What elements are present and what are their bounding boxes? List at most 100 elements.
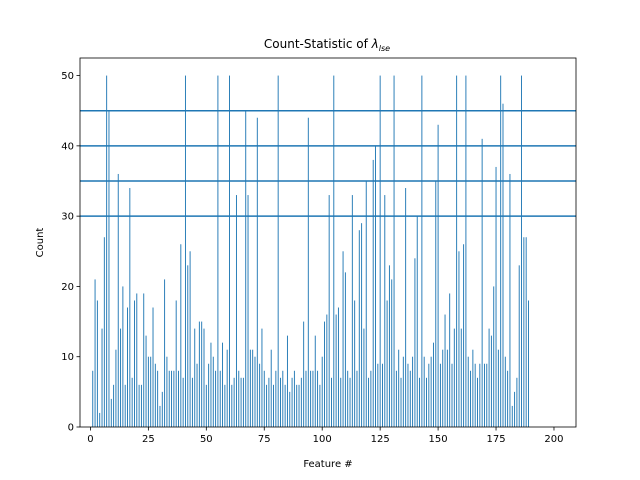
bar <box>349 377 351 427</box>
bar <box>518 265 520 427</box>
bar <box>229 75 230 427</box>
bar <box>384 195 386 427</box>
bar <box>110 398 112 427</box>
bar <box>182 377 184 427</box>
bar <box>268 377 270 427</box>
bar <box>451 363 453 427</box>
bar <box>215 370 217 427</box>
bar <box>361 223 363 427</box>
bar <box>400 377 402 427</box>
bar <box>217 75 219 427</box>
bar <box>184 75 186 427</box>
bar <box>122 286 124 427</box>
bar <box>319 384 321 427</box>
bar <box>210 342 212 427</box>
bar <box>472 349 474 427</box>
bar <box>256 117 258 428</box>
bar <box>370 370 372 427</box>
bar <box>143 293 145 427</box>
y-tick-label: 30 <box>61 212 74 223</box>
bar <box>138 384 140 427</box>
bar <box>178 370 179 427</box>
bar <box>467 356 469 427</box>
bar <box>247 195 249 427</box>
bar <box>92 370 94 427</box>
bar <box>273 384 274 427</box>
bar <box>136 293 138 427</box>
bar <box>432 342 434 427</box>
bar <box>147 356 149 427</box>
bar <box>382 363 383 427</box>
y-axis-label: Count <box>35 228 46 258</box>
bar <box>282 370 284 427</box>
bar <box>305 370 307 427</box>
bar <box>296 384 298 427</box>
bar <box>525 237 527 427</box>
bar <box>331 377 332 427</box>
bar <box>191 377 193 427</box>
chart-title-prefix: Count-Statistic of <box>264 37 372 51</box>
bar <box>120 328 122 427</box>
bar <box>249 349 251 427</box>
x-tick-label: 175 <box>486 434 505 445</box>
bar <box>444 314 446 427</box>
bar <box>493 286 495 427</box>
bar <box>430 356 432 427</box>
bar <box>379 75 381 427</box>
bar <box>347 370 349 427</box>
bar <box>437 124 439 428</box>
bar <box>474 363 476 427</box>
bar <box>113 384 115 427</box>
bar <box>226 349 228 427</box>
y-tick-label: 10 <box>61 352 74 363</box>
bar <box>173 370 175 427</box>
bars-group <box>92 75 529 428</box>
bar <box>412 356 414 427</box>
bar <box>129 188 131 427</box>
bar <box>324 321 325 427</box>
bar <box>407 363 409 427</box>
bar <box>194 328 196 427</box>
bar <box>328 195 330 427</box>
bar <box>516 377 518 427</box>
bar <box>208 363 210 427</box>
bar <box>124 384 126 427</box>
bar <box>423 356 425 427</box>
bar <box>507 370 509 427</box>
bar <box>240 377 242 427</box>
bar <box>456 75 458 427</box>
bar <box>365 181 367 427</box>
bar <box>486 363 488 427</box>
bar <box>291 377 293 427</box>
bar <box>298 384 300 427</box>
bar <box>286 335 288 427</box>
bar <box>391 279 393 427</box>
bar <box>358 230 360 427</box>
bar <box>340 377 342 427</box>
bar <box>284 384 286 427</box>
chart-title: Count-Statistic of λlse <box>264 37 390 53</box>
bar <box>435 181 437 427</box>
bar <box>161 391 163 427</box>
bar <box>245 110 247 428</box>
y-tick-label: 50 <box>61 71 74 82</box>
x-axis-label: Feature # <box>303 459 352 470</box>
x-tick-label: 75 <box>258 434 271 445</box>
bar <box>233 377 235 427</box>
bar <box>134 300 135 427</box>
bar <box>428 363 430 427</box>
bar <box>303 321 305 427</box>
bar <box>514 391 516 427</box>
bar <box>463 244 465 427</box>
bar <box>502 103 504 427</box>
x-tick-label: 0 <box>87 434 93 445</box>
bar <box>99 412 101 427</box>
bar <box>439 363 441 427</box>
bar <box>351 195 353 427</box>
bar <box>509 173 511 427</box>
bar <box>481 138 483 427</box>
bar <box>266 384 268 427</box>
bar <box>96 300 98 427</box>
bar <box>333 75 335 427</box>
bar <box>168 370 170 427</box>
